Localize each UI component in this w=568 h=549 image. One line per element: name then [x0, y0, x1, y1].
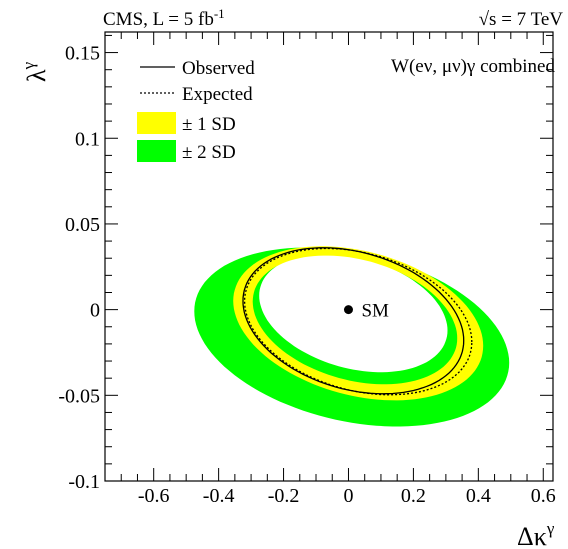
band-1sd [233, 246, 484, 401]
legend-expected-label: Expected [182, 84, 253, 105]
sqrt-symbol: √ [479, 9, 490, 30]
axis-ticks [104, 32, 553, 482]
sm-label: SM [361, 301, 389, 322]
x-tick-label: -0.4 [203, 485, 235, 507]
legend-observed-label: Observed [182, 58, 255, 79]
confidence-bands [194, 246, 510, 427]
y-tick-label: 0 [90, 300, 100, 322]
sm-point-group: SM [343, 301, 389, 322]
legend: Observed Expected ± 1 SD ± 2 SD [137, 58, 255, 163]
y-tick-label: -0.05 [58, 385, 100, 407]
sm-point [343, 305, 353, 315]
x-tick-label: 0.4 [466, 485, 491, 507]
contour-lines [242, 247, 473, 396]
legend-1sd-swatch [137, 112, 176, 134]
y-axis-title: λγ [19, 61, 51, 82]
x-tick-label: 0.6 [531, 485, 556, 507]
header-right: √s = 7 TeV [479, 9, 564, 30]
x-tick-label: 0 [343, 485, 353, 507]
x-tick-label: 0.2 [401, 485, 426, 507]
tick-labels: -0.6 -0.4 -0.2 0 0.2 0.4 0.6 -0.1 -0.05 0 0.05 0.1 0… [58, 43, 555, 507]
x-axis-title: Δκγ [517, 519, 555, 549]
y-tick-label: 0.05 [65, 214, 100, 236]
chart-annotation: W(eν, μν)γ combined [391, 56, 555, 77]
y-tick-label: 0.15 [65, 43, 100, 65]
legend-1sd-label: ± 1 SD [182, 114, 236, 135]
legend-2sd-swatch [137, 140, 176, 162]
expected-contour [243, 247, 473, 396]
plot-border [104, 31, 554, 482]
header-left: CMS, L = 5 fb-1 [103, 6, 225, 30]
x-tick-label: -0.6 [138, 485, 170, 507]
y-axis-title-group: λγ [19, 61, 51, 82]
x-tick-label: -0.2 [268, 485, 300, 507]
y-tick-label: -0.1 [68, 471, 100, 493]
y-tick-label: 0.1 [75, 128, 100, 150]
plot-frame [104, 31, 554, 482]
legend-2sd-label: ± 2 SD [182, 142, 236, 163]
observed-contour [242, 247, 465, 395]
